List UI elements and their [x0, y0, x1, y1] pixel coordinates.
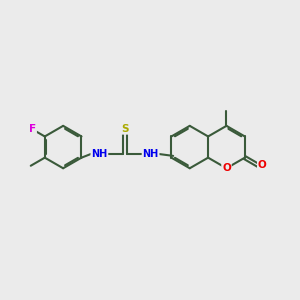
Text: O: O: [222, 163, 231, 173]
Text: NH: NH: [91, 148, 107, 158]
Text: NH: NH: [142, 148, 159, 158]
Text: S: S: [121, 124, 129, 134]
Text: O: O: [258, 160, 267, 170]
Text: F: F: [29, 124, 36, 134]
